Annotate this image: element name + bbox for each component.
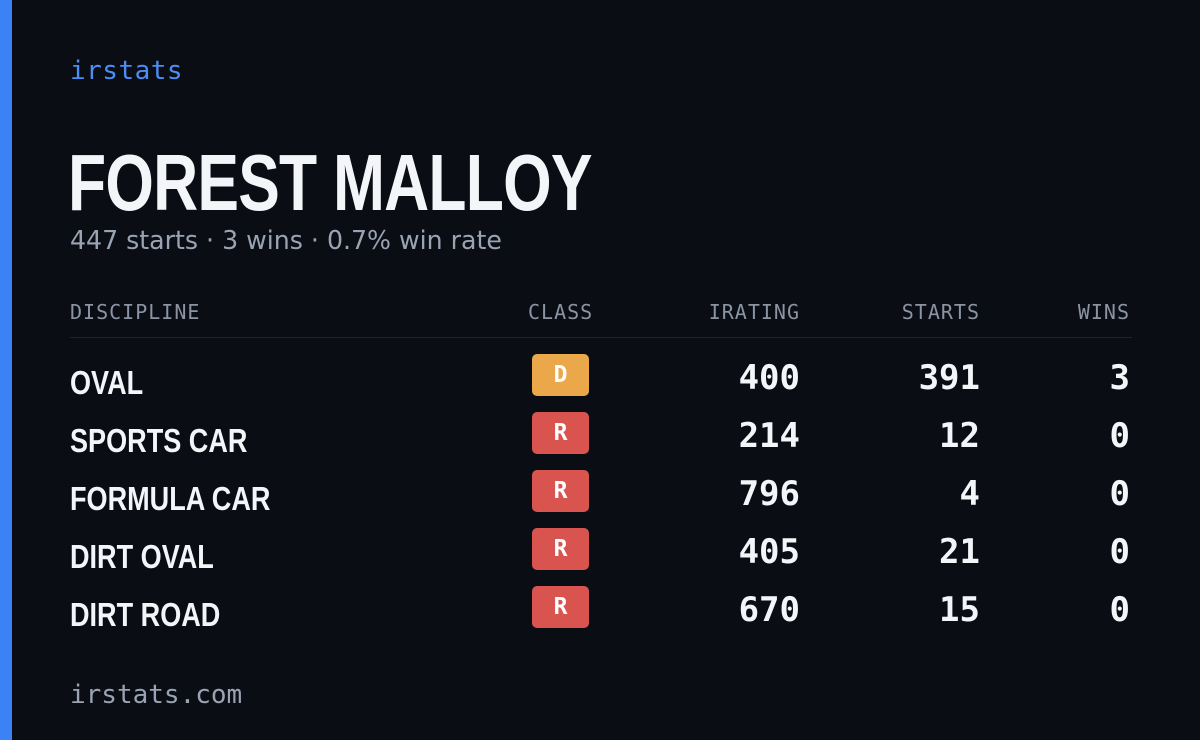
accent-bar	[0, 0, 12, 740]
header-divider	[70, 337, 1132, 338]
table-row: DIRT OVAL R 405 21 0	[0, 528, 1200, 586]
irating-value: 670	[738, 590, 800, 630]
table-row: SPORTS CAR R 214 12 0	[0, 412, 1200, 470]
starts-value: 21	[939, 532, 980, 572]
discipline-label: DIRT OVAL	[70, 538, 214, 575]
brand-logo: irstats	[70, 56, 184, 86]
footer-domain[interactable]: irstats.com	[70, 680, 243, 710]
header-discipline: DISCIPLINE	[70, 300, 201, 324]
header-wins: WINS	[1077, 300, 1130, 324]
discipline-label: OVAL	[70, 364, 144, 401]
table-row: DIRT ROAD R 670 15 0	[0, 586, 1200, 644]
starts-value: 391	[918, 358, 980, 398]
table-row: FORMULA CAR R 796 4 0	[0, 470, 1200, 528]
header-class: CLASS	[528, 300, 594, 324]
header-irating: IRATING	[708, 300, 800, 324]
irating-value: 214	[738, 416, 800, 456]
class-badge: R	[532, 412, 589, 454]
irating-value: 796	[738, 474, 800, 514]
wins-value: 0	[1109, 474, 1130, 514]
wins-value: 0	[1109, 416, 1130, 456]
wins-value: 0	[1109, 532, 1130, 572]
discipline-label: FORMULA CAR	[70, 480, 271, 517]
starts-value: 15	[939, 590, 980, 630]
starts-value: 12	[939, 416, 980, 456]
table-row: OVAL D 400 391 3	[0, 354, 1200, 412]
class-badge: R	[532, 528, 589, 570]
class-badge: D	[532, 354, 589, 396]
discipline-label: DIRT ROAD	[70, 596, 221, 633]
class-badge: R	[532, 470, 589, 512]
driver-summary: 447 starts · 3 wins · 0.7% win rate	[70, 226, 502, 256]
wins-value: 0	[1109, 590, 1130, 630]
wins-value: 3	[1109, 358, 1130, 398]
header-starts: STARTS	[901, 300, 980, 324]
starts-value: 4	[959, 474, 980, 514]
irating-value: 405	[738, 532, 800, 572]
irating-value: 400	[738, 358, 800, 398]
class-badge: R	[532, 586, 589, 628]
discipline-label: SPORTS CAR	[70, 422, 248, 459]
page-title: FOREST MALLOY	[68, 138, 592, 227]
